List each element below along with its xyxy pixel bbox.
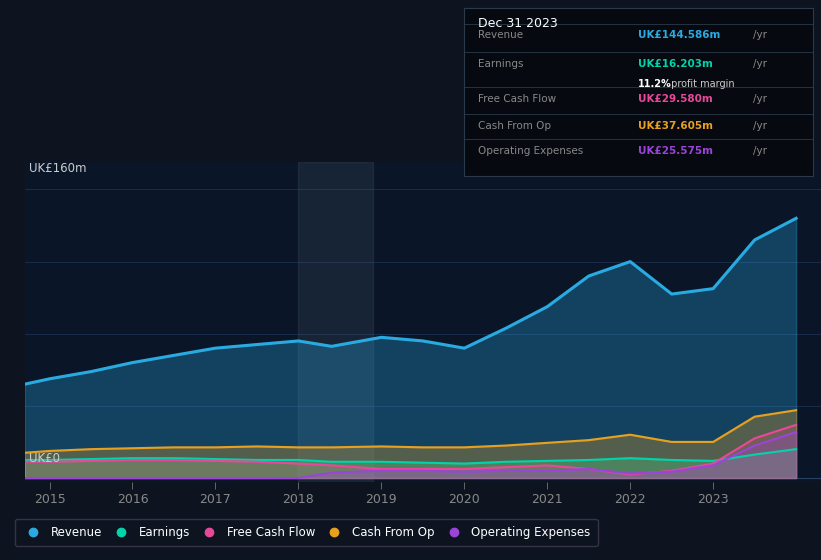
Text: Operating Expenses: Operating Expenses xyxy=(478,146,583,156)
Text: /yr: /yr xyxy=(754,30,768,40)
Text: /yr: /yr xyxy=(754,94,768,104)
Text: 11.2%: 11.2% xyxy=(639,79,672,89)
Text: profit margin: profit margin xyxy=(668,79,735,89)
Text: UK£29.580m: UK£29.580m xyxy=(639,94,713,104)
Legend: Revenue, Earnings, Free Cash Flow, Cash From Op, Operating Expenses: Revenue, Earnings, Free Cash Flow, Cash … xyxy=(15,519,598,546)
Text: /yr: /yr xyxy=(754,146,768,156)
Text: Earnings: Earnings xyxy=(478,59,523,69)
Text: Dec 31 2023: Dec 31 2023 xyxy=(478,17,557,30)
Text: /yr: /yr xyxy=(754,121,768,131)
Text: UK£144.586m: UK£144.586m xyxy=(639,30,721,40)
Bar xyxy=(298,162,373,482)
Text: UK£25.575m: UK£25.575m xyxy=(639,146,713,156)
Text: UK£37.605m: UK£37.605m xyxy=(639,121,713,131)
Text: /yr: /yr xyxy=(754,59,768,69)
Text: Cash From Op: Cash From Op xyxy=(478,121,551,131)
Text: UK£16.203m: UK£16.203m xyxy=(639,59,713,69)
Text: UK£0: UK£0 xyxy=(29,452,60,465)
Text: UK£160m: UK£160m xyxy=(29,162,86,175)
Text: Free Cash Flow: Free Cash Flow xyxy=(478,94,556,104)
Text: Revenue: Revenue xyxy=(478,30,523,40)
